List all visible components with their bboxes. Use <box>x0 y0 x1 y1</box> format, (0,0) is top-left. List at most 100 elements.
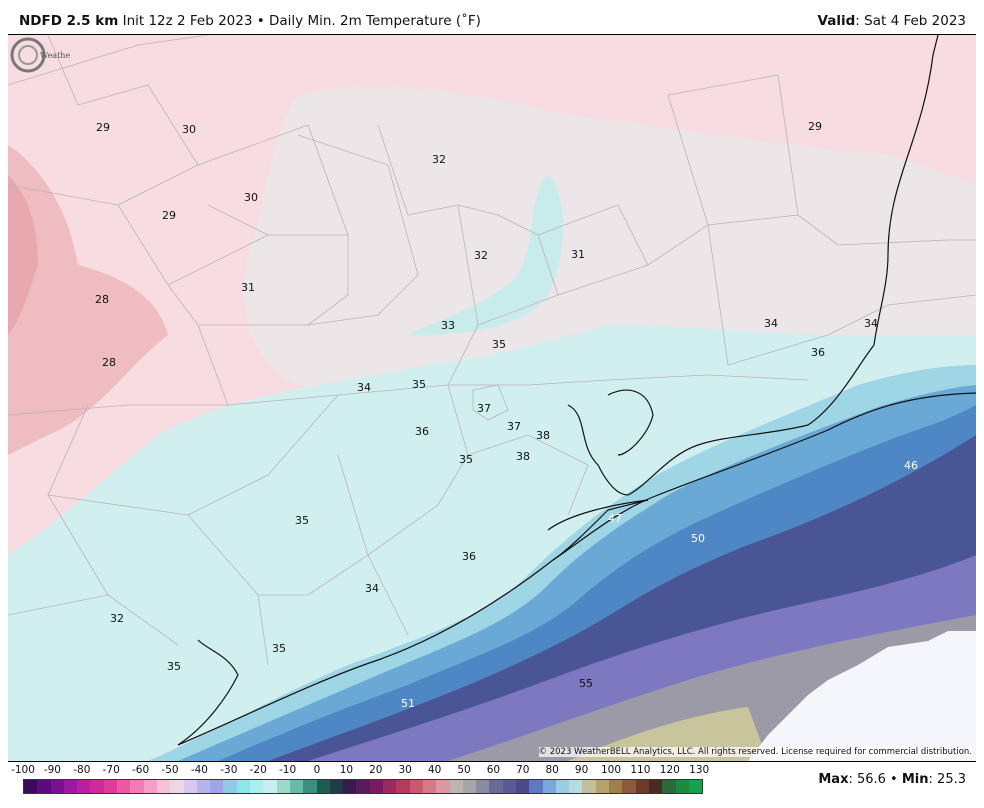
colorbar-tick-label: 130 <box>689 764 710 776</box>
colorbar-tick-label: 70 <box>516 764 530 776</box>
colorbar-tick-label: 100 <box>600 764 622 776</box>
temp-label: 36 <box>811 346 825 359</box>
temp-label: 34 <box>764 317 778 330</box>
colorbar-swatch <box>595 780 610 793</box>
colorbar-tick-label: 20 <box>369 764 383 776</box>
colorbar-swatch <box>555 780 570 793</box>
temp-label: 47 <box>608 512 622 525</box>
colorbar-swatch <box>502 780 516 793</box>
valid-time: Valid: Sat 4 Feb 2023 <box>818 13 966 29</box>
no-data-region <box>748 631 976 761</box>
colorbar-swatch <box>609 780 623 793</box>
colorbar-tick-label: -90 <box>43 764 61 776</box>
colorbar-swatch <box>263 780 277 793</box>
temp-label: 51 <box>401 697 415 710</box>
colorbar-swatch <box>422 780 437 793</box>
weatherbell-logo: WeatherBELL <box>10 37 70 73</box>
temp-label: 32 <box>432 153 446 166</box>
temp-label: 35 <box>167 660 181 673</box>
colorbar-swatch <box>276 780 290 793</box>
colorbar-swatch <box>63 780 78 793</box>
colorbar-swatch <box>316 780 330 793</box>
colorbar-tick-labels: -100 -90 -80 -70 -60 -50 -40 -30 -20 -10 0 10 20 30 40… <box>10 764 710 778</box>
temp-label: 35 <box>459 453 473 466</box>
colorbar-swatch <box>90 780 104 793</box>
temp-label: 29 <box>96 121 110 134</box>
colorbar-tick-label: 90 <box>574 764 589 776</box>
temp-label: 36 <box>415 425 429 438</box>
temp-label: 36 <box>462 550 476 563</box>
coldest-region-west <box>8 175 38 335</box>
temp-label: 37 <box>477 402 491 415</box>
colorbar-swatch <box>143 780 157 793</box>
colorbar-swatch <box>250 780 264 793</box>
colorbar-swatch <box>210 780 224 793</box>
colorbar-swatch <box>37 780 51 793</box>
colorbar-swatch <box>409 780 423 793</box>
coastline <box>177 35 976 746</box>
temp-label: 34 <box>864 317 878 330</box>
colorbar-swatch <box>396 780 410 793</box>
colorbar-tick-label: 80 <box>545 764 559 776</box>
min-label: Min <box>901 772 929 787</box>
temp-label: 35 <box>295 514 309 527</box>
colorbar-swatch <box>236 780 251 793</box>
colorbar-swatch <box>569 780 583 793</box>
colorbar-swatch <box>489 780 503 793</box>
temp-label: 37 <box>507 420 521 433</box>
colorbar-swatch <box>196 780 211 793</box>
temp-label: 50 <box>691 532 705 545</box>
min-value: : 25.3 <box>928 772 966 787</box>
colorbar-swatch <box>289 780 304 793</box>
init-time: Init 12z 2 Feb 2023 <box>122 13 253 29</box>
colorbar-swatch <box>515 780 530 793</box>
colorbar-swatch <box>329 780 344 793</box>
colorbar-swatch <box>130 780 144 793</box>
temp-label: 35 <box>272 642 286 655</box>
colorbar-tick-label: -60 <box>132 764 150 776</box>
temp-label: 46 <box>904 459 918 472</box>
valid-label: Valid <box>817 13 856 29</box>
temp-label: 38 <box>516 450 530 463</box>
colorbar-swatch <box>622 780 636 793</box>
colorbar-tick-label: 30 <box>398 764 412 776</box>
temp-label: 33 <box>441 319 455 332</box>
temp-label: 28 <box>102 356 116 369</box>
colorbar-swatch <box>343 780 357 793</box>
temp-label: 29 <box>162 209 176 222</box>
colorbar-tick-label: -50 <box>161 764 179 776</box>
temp-label: 31 <box>241 281 255 294</box>
max-min-readout: Max: 56.6 • Min: 25.3 <box>818 772 966 787</box>
title-separator: • <box>256 13 265 29</box>
temp-label: 29 <box>808 120 822 133</box>
colorbar-tick-label: 60 <box>486 764 501 776</box>
colorbar-swatch <box>77 780 91 793</box>
max-value: : 56.6 • <box>848 772 898 787</box>
colorbar-tick-label: 10 <box>339 764 354 776</box>
colorbar-swatch <box>303 780 317 793</box>
cold-region-west <box>8 145 168 455</box>
colorbar-tick-label: -10 <box>279 764 297 776</box>
colorbar-swatch <box>542 780 556 793</box>
colorbar-tick-label: 0 <box>313 764 321 776</box>
colorbar-tick-label: 110 <box>630 764 651 776</box>
valid-value: : Sat 4 Feb 2023 <box>855 13 966 29</box>
colorbar-swatch <box>223 780 237 793</box>
temperature-labels: 29 30 32 29 30 29 32 31 28 31 33 35 34 3… <box>95 120 918 710</box>
temp-label: 35 <box>492 338 506 351</box>
colorbar-swatch <box>462 780 477 793</box>
max-label: Max <box>818 772 849 787</box>
temp-label: 28 <box>95 293 109 306</box>
temp-label: 32 <box>474 249 488 262</box>
colorbar-swatch <box>582 780 596 793</box>
colorbar-tick-label: 40 <box>427 764 442 776</box>
colorbar-swatch <box>50 780 64 793</box>
map-canvas: 29 30 32 29 30 29 32 31 28 31 33 35 34 3… <box>8 35 976 761</box>
colorbar-swatch <box>662 780 676 793</box>
temperature-map[interactable]: 29 30 32 29 30 29 32 31 28 31 33 35 34 3… <box>8 34 976 762</box>
colorbar-swatch <box>688 780 703 793</box>
copyright-notice: © 2023 WeatherBELL Analytics, LLC. All r… <box>538 747 972 757</box>
logo-text: WeatherBELL <box>40 51 70 60</box>
map-title: NDFD 2.5 km Init 12z 2 Feb 2023 • Daily … <box>19 13 481 29</box>
colorbar-swatch <box>103 780 118 793</box>
